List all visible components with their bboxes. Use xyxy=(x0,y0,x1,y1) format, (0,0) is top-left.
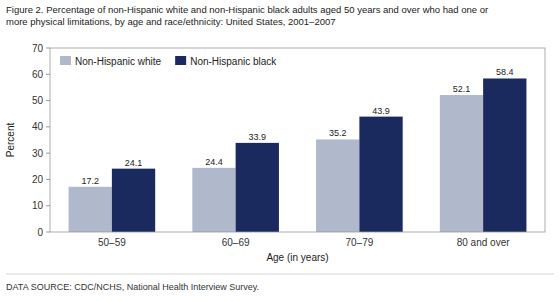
y-tick xyxy=(46,232,50,233)
y-tick-label: 20 xyxy=(32,174,44,185)
bar xyxy=(112,169,155,232)
y-tick-label: 40 xyxy=(32,121,44,132)
legend-label: Non-Hispanic black xyxy=(190,56,277,67)
bar xyxy=(483,78,526,232)
bar xyxy=(192,168,235,232)
y-tick xyxy=(46,100,50,101)
data-labels: 17.2 24.4 35.2 52.1 24.1 33.9 43.9 58.4 xyxy=(81,67,513,185)
title: more physical limitations, by age and ra… xyxy=(6,16,336,27)
legend-swatch xyxy=(175,56,186,65)
y-axis-label: Percent xyxy=(5,123,16,158)
bars xyxy=(69,78,527,232)
y-tick-label: 30 xyxy=(32,148,44,159)
y-tick-label: 0 xyxy=(37,227,43,238)
y-tick xyxy=(46,179,50,180)
data-label: 35.2 xyxy=(329,128,347,138)
chart: Figure 2. Percentage of non-Hispanic whi… xyxy=(0,0,560,302)
bar xyxy=(316,139,359,232)
bar xyxy=(440,95,483,232)
data-label: 52.1 xyxy=(453,84,471,94)
x-tick-label: 60–69 xyxy=(222,237,250,248)
data-label: 43.9 xyxy=(372,106,390,116)
x-axis-label: Age (in years) xyxy=(266,252,328,263)
bar xyxy=(236,143,279,232)
x-axis: 50–59 60–69 70–79 80 and over xyxy=(98,237,510,248)
title: Figure 2. Percentage of non-Hispanic whi… xyxy=(6,4,488,15)
plot-frame xyxy=(50,48,545,232)
bar xyxy=(69,187,112,232)
x-tick-label: 50–59 xyxy=(98,237,126,248)
data-label: 24.4 xyxy=(205,157,223,167)
data-label: 33.9 xyxy=(249,132,267,142)
bar xyxy=(359,117,402,232)
y-tick-label: 70 xyxy=(32,43,44,54)
title-group: Figure 2. Percentage of non-Hispanic whi… xyxy=(6,4,488,27)
x-tick-label: 70–79 xyxy=(345,237,373,248)
y-tick-label: 60 xyxy=(32,69,44,80)
y-tick xyxy=(46,74,50,75)
y-tick-label: 50 xyxy=(32,95,44,106)
footnote: DATA SOURCE: CDC/NCHS, National Health I… xyxy=(6,282,259,292)
separator xyxy=(6,274,554,275)
y-tick-label: 10 xyxy=(32,200,44,211)
y-axis: 0 10 20 30 40 50 60 70 xyxy=(32,43,50,238)
y-tick xyxy=(46,48,50,49)
y-tick xyxy=(46,153,50,154)
data-label: 24.1 xyxy=(125,158,143,168)
data-label: 17.2 xyxy=(81,176,99,186)
legend-label: Non-Hispanic white xyxy=(75,56,162,67)
y-tick xyxy=(46,205,50,206)
data-label: 58.4 xyxy=(496,67,514,77)
legend: Non-Hispanic white Non-Hispanic black xyxy=(60,56,277,67)
y-tick xyxy=(46,126,50,127)
legend-swatch xyxy=(60,56,71,65)
x-tick-label: 80 and over xyxy=(457,237,510,248)
